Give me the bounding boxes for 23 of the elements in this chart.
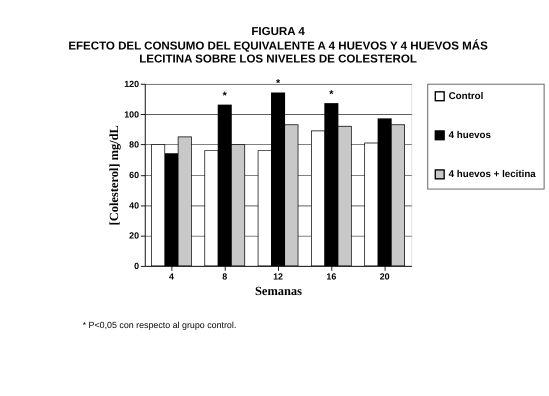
legend-label: 4 huevos + lecitina xyxy=(448,169,536,180)
y-tick-label: 40 xyxy=(129,200,140,210)
y-tick-label: 80 xyxy=(129,140,140,150)
y-axis-title: [Colesterol] mg/dL xyxy=(106,125,121,226)
legend-label: Control xyxy=(448,90,484,102)
chart-subtitle: EFECTO DEL CONSUMO DEL EQUIVALENTE A 4 HUEVOS Y 4 HUEVOS MÁS LECITINA SOBRE LOS NIVELES DE COLESTEROL xyxy=(68,38,488,66)
y-tick-label: 60 xyxy=(129,170,140,180)
text: * P<0,05 con respecto al grupo control. xyxy=(82,320,236,330)
annotation: * xyxy=(329,88,334,100)
annotation: * xyxy=(222,90,228,102)
y-tick-label: 20 xyxy=(129,230,140,241)
chart-title: FIGURA 4 xyxy=(251,26,306,38)
annotation: * xyxy=(276,78,281,90)
x-tick-label: 8 xyxy=(222,272,228,282)
x-tick-label: 16 xyxy=(326,272,336,282)
x-axis-title: Semanas xyxy=(255,284,302,298)
y-tick-label: 100 xyxy=(124,109,140,120)
x-tick-label: 12 xyxy=(273,272,284,282)
x-tick-label: 4 xyxy=(168,272,174,282)
legend-label: 4 huevos xyxy=(448,130,492,141)
y-tick-label: 120 xyxy=(124,78,140,89)
x-tick-label: 20 xyxy=(380,272,390,282)
y-tick-label: 0 xyxy=(134,261,140,272)
